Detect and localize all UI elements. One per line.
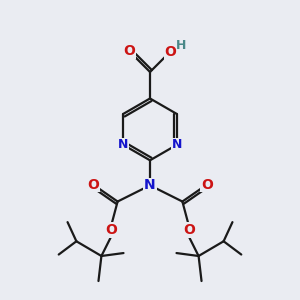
Text: H: H [176,39,187,52]
Text: N: N [144,178,156,192]
Text: O: O [105,223,117,237]
Text: O: O [124,44,135,58]
Text: O: O [87,178,99,192]
Text: O: O [201,178,213,192]
Text: O: O [165,45,176,59]
Text: O: O [183,223,195,237]
Text: N: N [172,138,182,151]
Text: N: N [118,138,128,151]
